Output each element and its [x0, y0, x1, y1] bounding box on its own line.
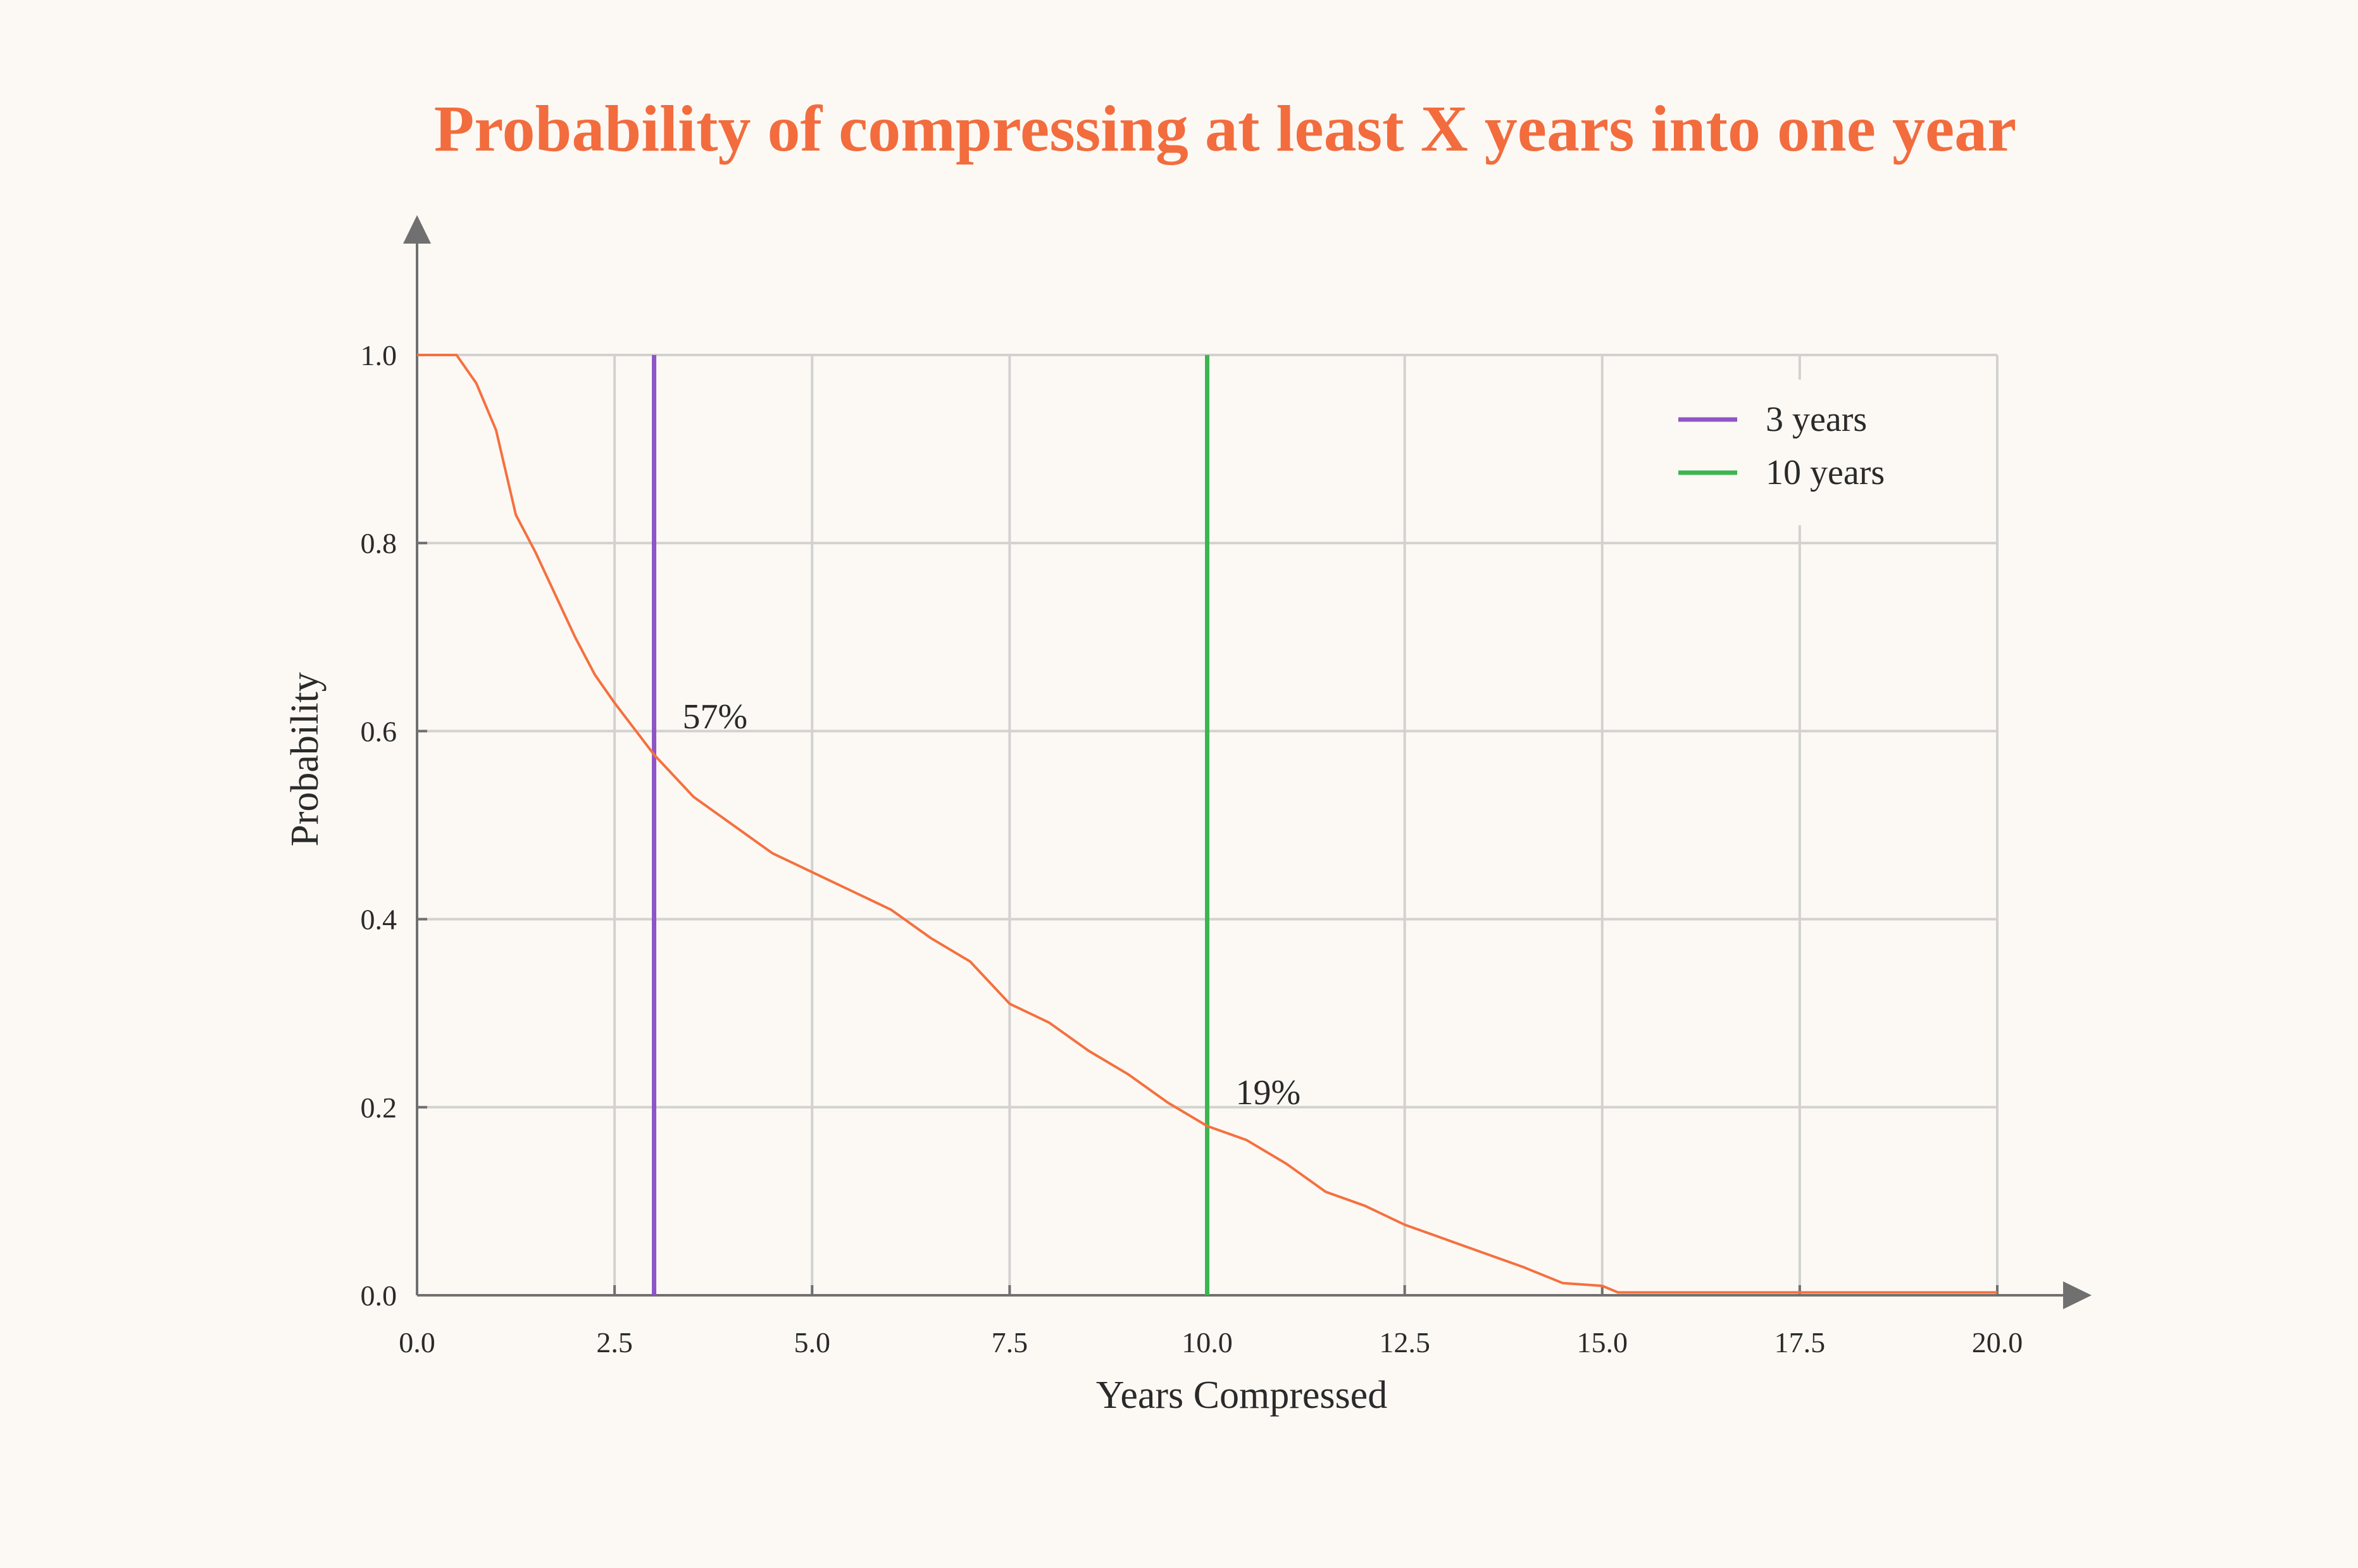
- legend-label: 3 years: [1766, 400, 1867, 439]
- x-tick-label: 15.0: [1577, 1326, 1628, 1359]
- chart-title: Probability of compressing at least X ye…: [434, 92, 2017, 165]
- legend-box: [1645, 380, 1974, 525]
- probability-curve: [417, 354, 1997, 1294]
- annotation-label: 19%: [1236, 1073, 1301, 1112]
- x-tick-label: 20.0: [1972, 1326, 2023, 1359]
- legend: 3 years 10 years: [1678, 400, 1885, 492]
- x-tick-label: 0.0: [399, 1326, 435, 1359]
- y-tick-label: 0.6: [361, 715, 397, 747]
- x-tick-label: 5.0: [794, 1326, 831, 1359]
- ticks: 0.0 2.5 5.0 7.5 10.0 12.5 15.0 17.5 20.0 0.0 0.2 0.…: [361, 339, 2023, 1359]
- y-tick-label: 0.2: [361, 1092, 397, 1124]
- x-tick-label: 7.5: [992, 1326, 1028, 1359]
- annotation-label: 57%: [683, 697, 748, 737]
- y-axis-arrow-icon: [403, 215, 431, 244]
- legend-label: 10 years: [1766, 453, 1885, 492]
- y-tick-label: 0.0: [361, 1279, 397, 1312]
- axes: [403, 215, 2092, 1309]
- y-tick-label: 0.8: [361, 527, 397, 559]
- y-axis-label: Probability: [284, 672, 327, 847]
- y-tick-label: 1.0: [361, 339, 397, 371]
- x-tick-label: 12.5: [1379, 1326, 1430, 1359]
- x-tick-label: 17.5: [1775, 1326, 1826, 1359]
- x-tick-label: 10.0: [1182, 1326, 1233, 1359]
- x-axis-arrow-icon: [2063, 1281, 2092, 1309]
- x-tick-label: 2.5: [596, 1326, 633, 1359]
- x-axis-label: Years Compressed: [1096, 1374, 1387, 1417]
- y-tick-label: 0.4: [361, 904, 397, 936]
